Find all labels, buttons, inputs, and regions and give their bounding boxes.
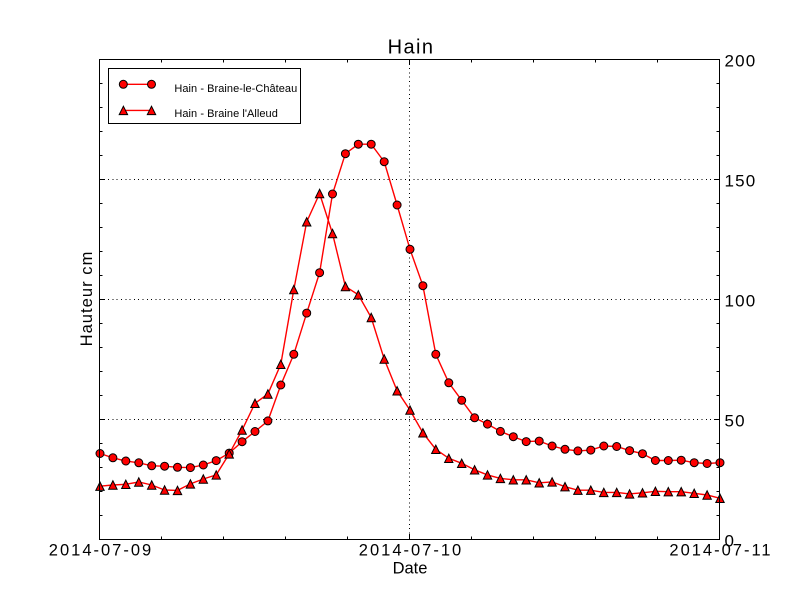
- svg-text:2014-07-09: 2014-07-09: [49, 542, 153, 560]
- svg-text:Hain - Braine-le-Château: Hain - Braine-le-Château: [174, 83, 297, 95]
- svg-text:50: 50: [725, 411, 746, 430]
- svg-text:Hain: Hain: [388, 37, 435, 59]
- svg-text:200: 200: [725, 51, 757, 70]
- svg-text:Date: Date: [393, 560, 428, 578]
- svg-text:100: 100: [725, 291, 757, 310]
- svg-text:0: 0: [725, 531, 736, 550]
- svg-text:Hain - Braine l'Alleud: Hain - Braine l'Alleud: [174, 108, 277, 120]
- svg-text:2014-07-11: 2014-07-11: [669, 542, 772, 560]
- svg-text:150: 150: [725, 171, 757, 190]
- svg-text:Hauteur cm: Hauteur cm: [78, 251, 96, 347]
- svg-text:2014-07-10: 2014-07-10: [359, 542, 463, 560]
